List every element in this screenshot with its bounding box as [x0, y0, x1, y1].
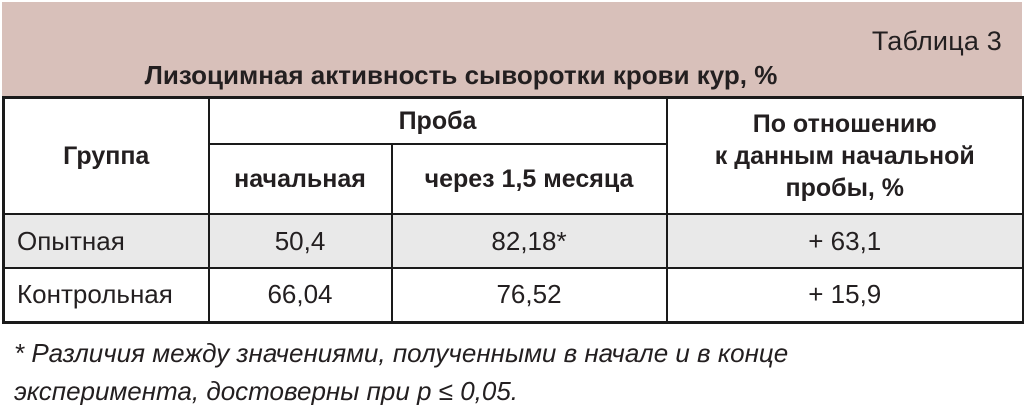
col-header-after: через 1,5 месяца [390, 143, 668, 215]
table-header-band: Таблица 3 Лизоцимная активность сыворотк… [2, 2, 1022, 96]
cell-after: 76,52 [390, 267, 668, 323]
footnote: * Различия между значениями, полученными… [14, 338, 789, 405]
table-title: Лизоцимная активность сыворотки крови ку… [144, 60, 778, 90]
table-row-experimental: Опытная 50,4 82,18* + 63,1 [2, 213, 1024, 269]
col-header-ratio: По отношению к данным начальной пробы, % [665, 96, 1024, 215]
cell-initial: 50,4 [207, 213, 393, 269]
lysozyme-activity-table: Группа Проба По отношению к данным начал… [2, 96, 1024, 324]
col-header-initial: начальная [207, 143, 393, 215]
cell-ratio: + 63,1 [665, 213, 1024, 269]
cell-ratio: + 15,9 [665, 267, 1024, 323]
cell-initial: 66,04 [207, 267, 393, 323]
header-row-sub: начальная через 1,5 месяца [4, 143, 1024, 215]
cell-after: 82,18* [390, 213, 668, 269]
cell-group: Опытная [2, 213, 210, 269]
table-row-control: Контрольная 66,04 76,52 + 15,9 [2, 267, 1024, 323]
table-number-label: Таблица 3 [871, 26, 1002, 56]
col-header-group: Группа [2, 96, 210, 215]
col-header-proba: Проба [207, 96, 668, 145]
cell-group: Контрольная [2, 267, 210, 323]
header-row-top: Группа Проба По отношению к данным начал… [2, 96, 1024, 215]
